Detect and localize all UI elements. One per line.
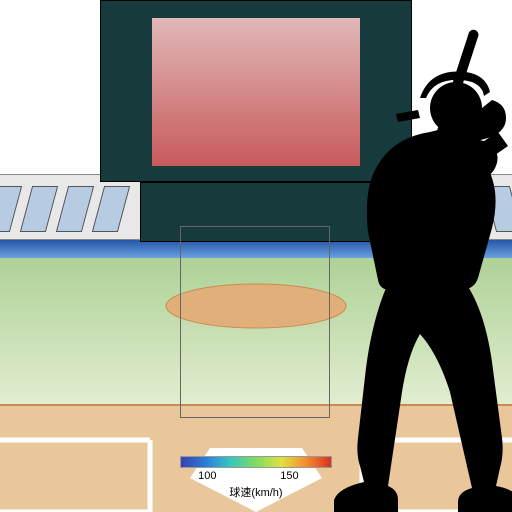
batter-silhouette (0, 0, 512, 512)
